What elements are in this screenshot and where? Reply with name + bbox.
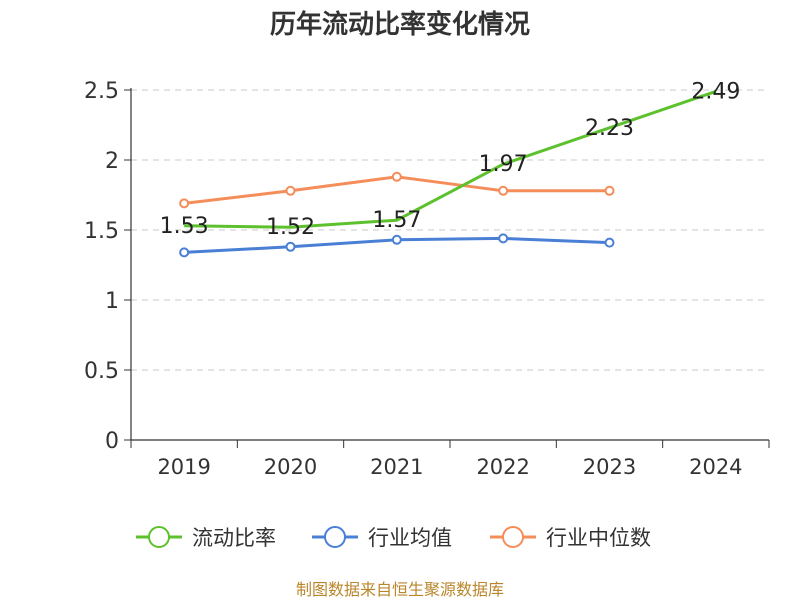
- series-point-2: [498, 185, 509, 196]
- x-tick-label: 2023: [583, 455, 636, 479]
- x-tick-label: 2020: [264, 455, 317, 479]
- legend-marker-0: [148, 526, 170, 548]
- series-point-2: [179, 198, 190, 209]
- series-point-1: [391, 234, 402, 245]
- legend-label-0: 流动比率: [192, 526, 276, 550]
- x-tick-label: 2019: [157, 455, 210, 479]
- chart-title: 历年流动比率变化情况: [270, 9, 530, 40]
- y-tick-label: 2.5: [84, 79, 119, 104]
- series-line-0: [184, 89, 717, 229]
- series-point-2: [391, 171, 402, 182]
- y-tick-label: 1: [105, 289, 119, 314]
- x-tick-label: 2024: [689, 455, 742, 479]
- series-point-2: [604, 185, 615, 196]
- legend-marker-1: [324, 526, 346, 548]
- data-label: 1.97: [479, 152, 528, 177]
- data-label: 1.53: [160, 214, 209, 239]
- series-point-1: [285, 241, 296, 252]
- legend-label-1: 行业均值: [368, 526, 452, 550]
- data-label: 1.57: [372, 208, 421, 233]
- series-point-1: [179, 247, 190, 258]
- x-tick-label: 2022: [476, 455, 529, 479]
- y-tick-label: 0.5: [84, 359, 119, 384]
- y-tick-label: 2: [105, 149, 119, 174]
- y-tick-label: 0: [105, 429, 119, 454]
- y-tick-label: 1.5: [84, 219, 119, 244]
- data-label: 1.52: [266, 215, 315, 240]
- legend-label-2: 行业中位数: [546, 526, 651, 550]
- source-note: 制图数据来自恒生聚源数据库: [296, 580, 504, 599]
- data-label: 2.23: [585, 116, 634, 141]
- legend: 流动比率 行业均值 行业中位数: [136, 526, 651, 550]
- series-layer: 1.53 1.52 1.57 1.97 2.23 2.49: [160, 79, 740, 258]
- legend-marker-2: [502, 526, 524, 548]
- x-tick-label: 2021: [370, 455, 423, 479]
- grid: [131, 89, 769, 371]
- data-label: 2.49: [691, 79, 740, 104]
- series-point-1: [604, 237, 615, 248]
- series-point-2: [285, 185, 296, 196]
- series-point-1: [498, 233, 509, 244]
